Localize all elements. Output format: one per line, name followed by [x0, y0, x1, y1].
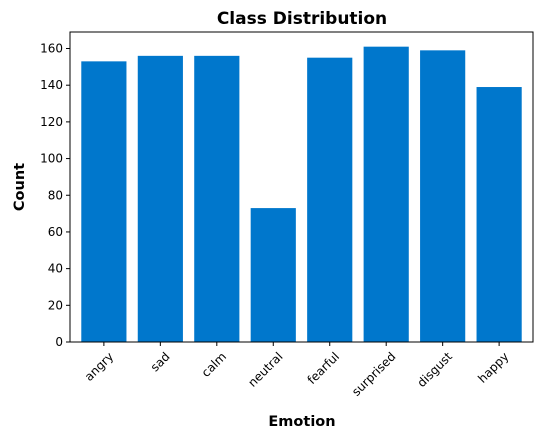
- x-axis-ticks: angry sad calm neutral fearful surprised disgu…: [82, 342, 511, 399]
- bar-disgust: [420, 50, 466, 343]
- x-tick-label-fearful: fearful: [305, 349, 343, 387]
- plot-frame: [69, 31, 534, 343]
- bar-angry: [81, 61, 127, 342]
- x-tick-label-calm: calm: [199, 349, 229, 379]
- y-tick-label: 20: [48, 298, 63, 312]
- y-tick-label: 120: [40, 115, 63, 129]
- y-axis-ticks: 0 20 40 60 80 100 120 140 160: [40, 42, 70, 349]
- y-axis-label: Count: [12, 163, 28, 211]
- bar-sad: [137, 55, 183, 342]
- chart-title: Class Distribution: [217, 9, 387, 29]
- bar-neutral: [250, 208, 296, 342]
- y-tick-label: 100: [40, 152, 63, 166]
- y-tick-label: 80: [48, 188, 63, 202]
- y-tick-label: 60: [48, 225, 63, 239]
- y-tick-label: 140: [40, 78, 63, 92]
- bar-fearful: [307, 57, 353, 343]
- x-tick-label-happy: happy: [475, 349, 511, 385]
- x-tick-label-sad: sad: [148, 349, 173, 374]
- y-tick-label: 40: [48, 262, 63, 276]
- x-tick-label-angry: angry: [82, 349, 116, 383]
- x-axis-label: Emotion: [268, 414, 335, 430]
- bars-group: [81, 46, 522, 343]
- y-tick-label: 160: [40, 42, 63, 56]
- x-tick-label-surprised: surprised: [349, 349, 398, 398]
- bar-surprised: [363, 46, 409, 343]
- y-tick-label: 0: [55, 335, 63, 349]
- bar-happy: [476, 87, 522, 342]
- x-tick-label-disgust: disgust: [414, 349, 455, 390]
- x-tick-label-neutral: neutral: [245, 349, 285, 389]
- bar-calm: [194, 55, 240, 342]
